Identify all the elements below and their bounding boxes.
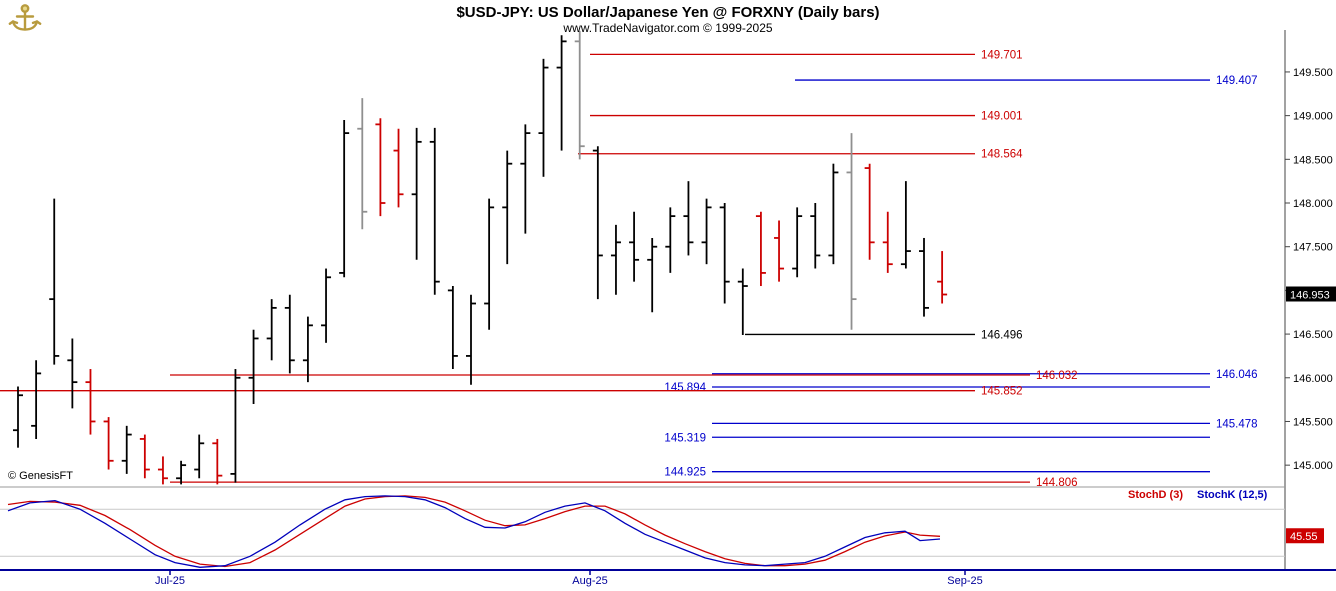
genesis-gold-anchor-logo [6, 2, 44, 39]
stochd-label: StochD (3) [1128, 489, 1183, 501]
time-axis-label: Sep-25 [947, 575, 983, 587]
price-axis-tick-label: 149.500 [1293, 67, 1333, 79]
level-label: 145.319 [664, 432, 706, 444]
stochk-line [7, 495, 941, 568]
stochd-line [7, 495, 941, 568]
indicator-legend: StochD (3) StochK (12,5) [1128, 489, 1281, 501]
level-label: 144.806 [1036, 477, 1078, 489]
price-axis-tick-label: 148.500 [1293, 154, 1333, 166]
level-label: 148.564 [981, 149, 1023, 161]
price-axis-tick-label: 146.500 [1293, 329, 1333, 341]
anchor-icon [8, 4, 42, 31]
price-axis-tick-label: 145.000 [1293, 460, 1333, 472]
level-label: 145.894 [664, 382, 706, 394]
stochk-label: StochK (12,5) [1197, 489, 1268, 501]
price-axis-tick-label: 148.000 [1293, 198, 1333, 210]
price-axis-tick-label: 149.000 [1293, 111, 1333, 123]
time-axis [0, 569, 1336, 575]
time-axis-label: Jul-25 [155, 575, 185, 587]
watermark: © GenesisFT [8, 470, 73, 482]
level-label: 146.496 [981, 329, 1023, 341]
time-axis-label: Aug-25 [572, 575, 608, 587]
last-price-badge: 146.953 [1286, 286, 1336, 302]
price-axis-tick-label: 146.000 [1293, 373, 1333, 385]
level-label: 145.478 [1216, 418, 1258, 430]
level-label: 149.701 [981, 49, 1023, 61]
level-label: 149.407 [1216, 75, 1258, 87]
ohlc-bars[interactable] [13, 30, 948, 485]
price-axis: 149.500149.000148.500148.000147.500147.0… [1284, 30, 1333, 570]
level-label: 146.032 [1036, 370, 1078, 382]
price-axis-tick-label: 147.500 [1293, 242, 1333, 254]
price-axis-tick-label: 145.500 [1293, 416, 1333, 428]
last-price-value: 146.953 [1290, 290, 1330, 302]
stoch-last-value: 45.55 [1290, 531, 1318, 543]
level-label: 149.001 [981, 111, 1023, 123]
level-label: 145.852 [981, 386, 1023, 398]
level-label: 144.925 [664, 467, 706, 479]
level-label: 146.046 [1216, 369, 1258, 381]
stoch-last-value-badge: 45.55 [1286, 528, 1324, 544]
support-resistance-lines: 149.701 149.407 149.001 148.564 146.496 146.0… [0, 49, 1258, 489]
stochastic-panel [0, 486, 1285, 568]
